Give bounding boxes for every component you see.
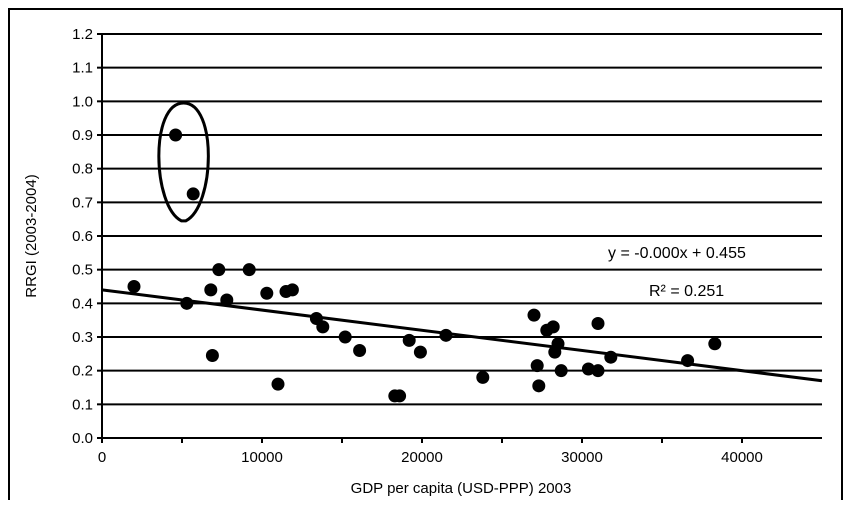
- data-point: [204, 283, 218, 297]
- data-points: [127, 128, 722, 403]
- y-tick-label: 1.1: [72, 60, 93, 77]
- data-point: [220, 293, 234, 307]
- axes: [97, 33, 822, 443]
- data-point: [260, 286, 274, 300]
- y-tick-label: 0.6: [72, 228, 93, 245]
- highlight-group: [157, 101, 210, 223]
- y-tick-labels: 0.0 0.1 0.2 0.3 0.4 0.5 0.6 0.7 0.8 0.9 1.0 1.1 1.2: [72, 26, 93, 447]
- data-point: [413, 345, 427, 359]
- x-tick-label: 30000: [561, 449, 603, 466]
- data-point: [393, 389, 407, 403]
- y-tick-label: 0.2: [72, 363, 93, 380]
- data-point: [476, 370, 490, 384]
- x-tick-label: 40000: [721, 449, 763, 466]
- data-point: [681, 354, 695, 368]
- data-point: [554, 364, 568, 378]
- data-point: [212, 263, 226, 277]
- highlight-ellipse: [157, 101, 210, 223]
- trendline-group: [101, 288, 823, 383]
- y-tick-label: 0.3: [72, 329, 93, 346]
- x-tick-labels: 0 10000 20000 30000 40000: [98, 449, 763, 466]
- x-tick-label: 20000: [401, 449, 443, 466]
- data-point: [402, 333, 416, 347]
- y-tick-label: 1.0: [72, 93, 93, 110]
- data-point: [285, 283, 299, 297]
- gridlines: [102, 33, 822, 406]
- data-point: [242, 263, 256, 277]
- data-point: [353, 343, 367, 357]
- y-tick-label: 0.4: [72, 295, 93, 312]
- data-point: [439, 328, 453, 342]
- y-tick-label: 0.1: [72, 396, 93, 413]
- trendline-equation: y = -0.000x + 0.455: [608, 245, 746, 262]
- y-tick-label: 0.7: [72, 194, 93, 211]
- data-point: [604, 350, 618, 364]
- y-tick-label: 0.9: [72, 127, 93, 144]
- data-point: [186, 187, 200, 201]
- data-point: [530, 359, 544, 373]
- data-point: [546, 320, 560, 334]
- data-point: [169, 128, 183, 142]
- data-point: [205, 349, 219, 363]
- y-tick-label: 0.0: [72, 430, 93, 447]
- y-axis-title: RRGI (2003-2004): [23, 174, 40, 297]
- y-tick-label: 1.2: [72, 26, 93, 43]
- data-point: [591, 364, 605, 378]
- data-point: [591, 317, 605, 331]
- data-point: [127, 280, 141, 293]
- data-point: [338, 330, 352, 344]
- y-tick-label: 0.5: [72, 262, 93, 279]
- data-point: [551, 337, 565, 351]
- data-point: [316, 320, 330, 334]
- x-tick-label: 10000: [241, 449, 283, 466]
- data-point: [581, 362, 595, 376]
- data-point: [708, 337, 722, 351]
- trendline: [101, 288, 823, 383]
- chart-border: [8, 8, 843, 500]
- data-point: [180, 296, 194, 310]
- x-tick-label: 0: [98, 449, 106, 466]
- r-squared-label: R² = 0.251: [649, 283, 724, 300]
- data-point: [271, 377, 285, 391]
- y-tick-label: 0.8: [72, 161, 93, 178]
- data-point: [527, 308, 541, 322]
- data-point: [532, 379, 546, 393]
- x-axis-title: GDP per capita (USD-PPP) 2003: [351, 480, 572, 497]
